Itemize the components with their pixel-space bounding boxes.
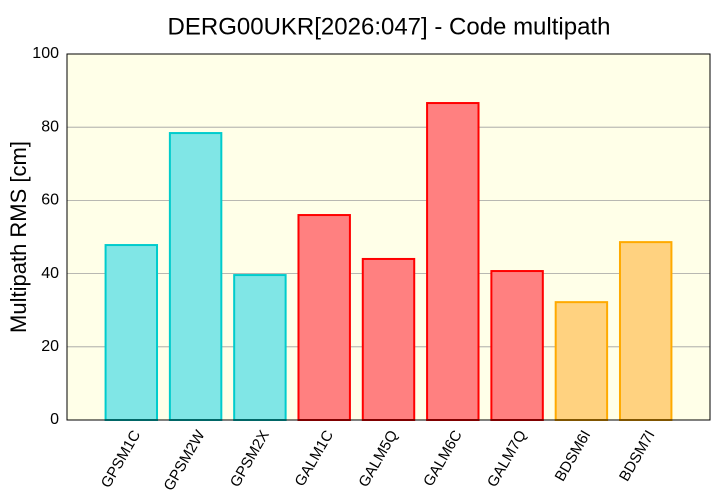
y-tick-label: 20 [41,338,59,355]
y-tick-label: 0 [50,411,59,428]
x-tick-label: GALM6C [420,427,466,489]
x-tick-label: GPSM2W [160,427,208,494]
y-tick-label: 40 [41,265,59,282]
y-tick-label: 100 [32,45,59,62]
y-tick-label: 60 [41,192,59,209]
bar [554,301,609,422]
chart-title: DERG00UKR[2026:047] - Code multipath [168,13,611,40]
bar [618,241,673,421]
bar [490,270,544,421]
x-tick-label: GALM1C [292,427,338,489]
plot-frame [66,53,711,421]
x-tick-label: GPSM2X [227,427,273,490]
bar [297,214,351,421]
x-tick-label: GPSM1C [98,427,144,491]
y-axis-label: Multipath RMS [cm] [6,141,31,333]
bar [361,257,416,421]
x-tick-label: GALM5Q [355,427,401,490]
bar [426,102,480,421]
bar [168,132,223,421]
x-tick-label: BDSM6I [552,427,595,484]
y-tick-label: 80 [41,118,59,135]
x-tick-label: GALM7Q [484,427,530,490]
x-tick-label: BDSM7I [616,427,659,484]
bar [104,244,159,421]
bar [233,274,287,421]
